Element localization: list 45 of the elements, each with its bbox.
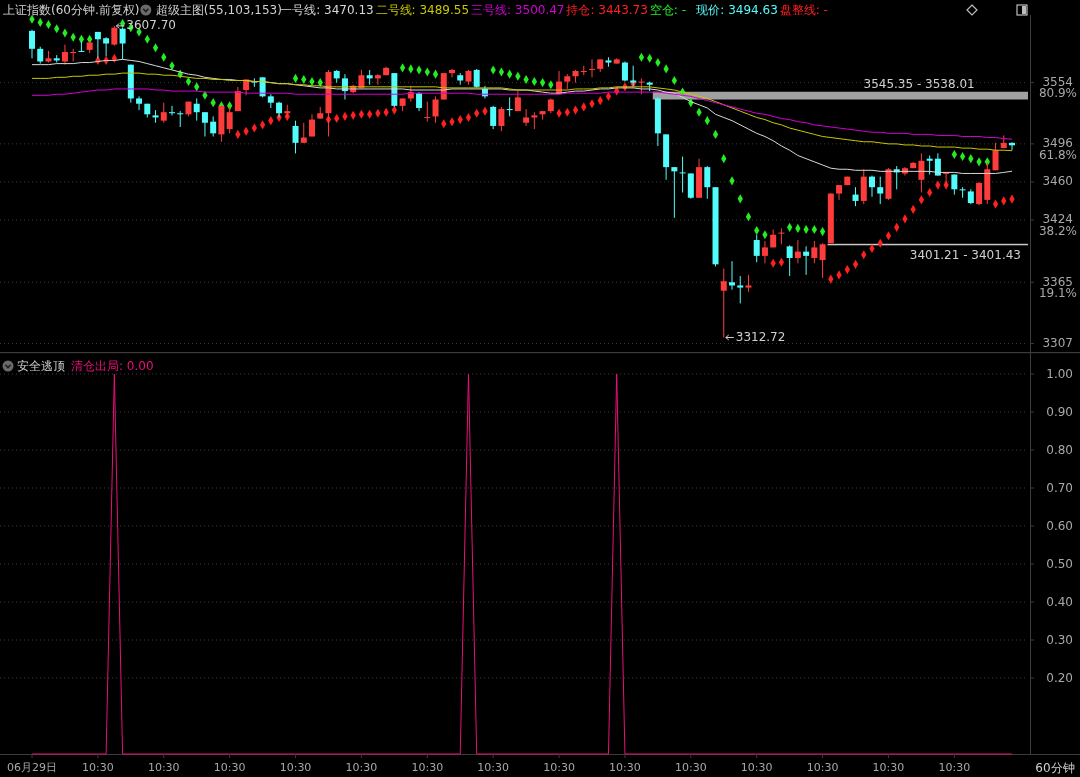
y-tick-label: 3424 <box>1042 212 1073 227</box>
x-tick-label: 10:30 <box>213 761 246 774</box>
x-tick-label: 10:30 <box>279 761 312 774</box>
legend-label: 盘整线: - <box>779 2 828 17</box>
text: 三号线: 3500.47 <box>471 2 565 17</box>
annotation: 3607.70 <box>126 18 176 33</box>
x-tick-label: 10:30 <box>674 761 707 774</box>
y2-tick-label: 80.9% <box>1038 86 1077 101</box>
y-tick-label: 0.50 <box>1046 556 1073 571</box>
text: 安全逃顶 <box>17 358 65 373</box>
y-tick-label: 1.00 <box>1046 366 1073 381</box>
y2-tick-label: 38.2% <box>1038 224 1077 239</box>
chart-title: 上证指数(60分钟.前复权) <box>3 2 140 17</box>
y-tick-label: 0.70 <box>1046 480 1073 495</box>
annotation: 3312.72 <box>735 330 786 345</box>
text: 持仓: 3443.73 <box>566 2 648 17</box>
x-tick-label: 10:30 <box>477 761 510 774</box>
y-tick-label: 0.80 <box>1046 442 1073 457</box>
chart-subtitle: 超级主图(55,103,153) <box>155 2 282 17</box>
x-tick-label: 10:30 <box>609 761 641 774</box>
x-tick-label: 10:30 <box>543 761 575 774</box>
y-tick-label: 3307 <box>1042 336 1073 351</box>
x-tick-label: 10:30 <box>806 761 839 774</box>
text: 一号线: 3470.13 <box>280 2 374 17</box>
x-tick-label: 10:30 <box>345 761 378 774</box>
x-tick-label: 10:30 <box>82 761 114 774</box>
y-tick-label: 3460 <box>1042 174 1073 189</box>
x-tick-label: 10:30 <box>938 761 971 774</box>
x-tick-label: 10:30 <box>740 761 773 774</box>
y-tick-label: 0.30 <box>1046 632 1073 647</box>
x-tick-label: 10:30 <box>872 761 905 774</box>
series-label: 清仓出局: 0.00 <box>71 358 154 373</box>
y-tick-label: 0.20 <box>1046 670 1073 685</box>
band-label: 3401.21 - 3401.43 <box>909 247 1021 262</box>
x-tick-label: 10:30 <box>411 761 444 774</box>
band-label: 3545.35 - 3538.01 <box>863 77 975 92</box>
y-tick-label: 0.90 <box>1046 404 1073 419</box>
text: 二号线: 3489.55 <box>375 2 470 17</box>
y-tick-label: 0.40 <box>1046 594 1073 609</box>
text: 空仓: - <box>649 2 686 17</box>
y-tick-label: 0.60 <box>1046 518 1073 533</box>
x-tick-label: 06月29日 <box>7 761 57 774</box>
x-tick-label: 10:30 <box>147 761 180 774</box>
text: 现价: 3494.63 <box>696 2 778 17</box>
x-axis-title: 60分钟 <box>1035 760 1075 775</box>
